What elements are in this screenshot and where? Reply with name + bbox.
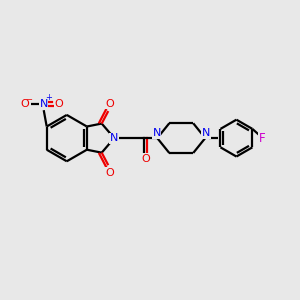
Text: N: N <box>202 128 210 138</box>
Text: F: F <box>259 132 265 145</box>
Text: O: O <box>141 154 150 164</box>
Text: N: N <box>152 128 161 138</box>
Text: O: O <box>105 99 114 109</box>
Text: N: N <box>40 99 48 109</box>
Text: O: O <box>20 99 29 109</box>
Text: +: + <box>46 93 52 102</box>
Text: N: N <box>110 133 118 143</box>
Text: −: − <box>25 95 32 104</box>
Text: O: O <box>55 99 64 109</box>
Text: F: F <box>260 133 266 143</box>
Text: O: O <box>105 168 114 178</box>
